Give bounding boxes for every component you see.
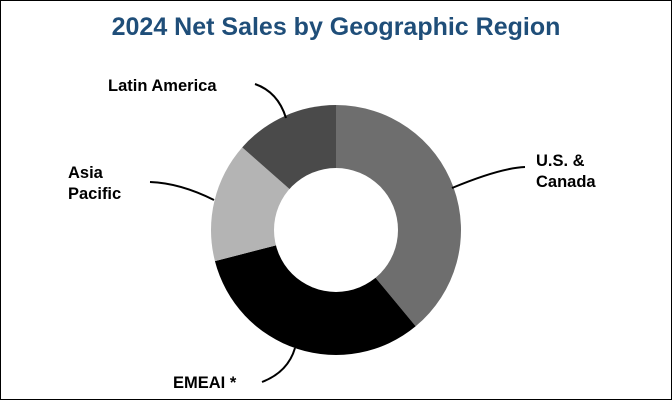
label-emeai: EMEAI *: [173, 374, 237, 392]
label-line: Pacific: [68, 185, 121, 203]
label-line: Asia: [68, 164, 104, 182]
leader-line-us-canada: [451, 166, 526, 189]
label-latin-america: Latin America: [108, 77, 217, 95]
label-line: Canada: [536, 173, 596, 191]
donut-hole: [274, 168, 398, 292]
leader-line-emeai: [261, 347, 296, 383]
label-line: EMEAI *: [173, 374, 237, 392]
leader-line-latin-america: [254, 83, 287, 119]
slice-labels: U.S. & Canada EMEAI * Asia Pacific Latin Amer…: [68, 77, 596, 392]
leader-line-asia-pacific: [149, 181, 215, 201]
leader-lines: [149, 83, 526, 383]
slice-us-canada: [336, 105, 461, 327]
chart-title: 2024 Net Sales by Geographic Region: [111, 13, 561, 41]
label-us-canada: U.S. & Canada: [536, 152, 596, 191]
label-line: Latin America: [108, 77, 217, 95]
slice-emeai: [214, 230, 416, 355]
label-line: U.S. &: [536, 152, 585, 170]
label-asia-pacific: Asia Pacific: [68, 164, 121, 203]
